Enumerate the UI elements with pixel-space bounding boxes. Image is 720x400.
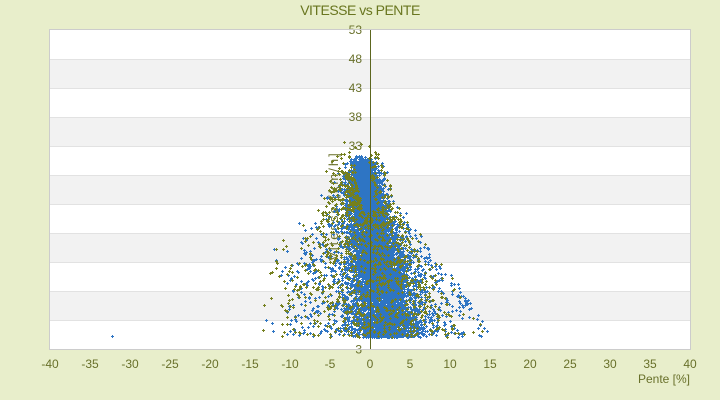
svg-text:-20: -20	[201, 357, 219, 371]
svg-text:53: 53	[349, 23, 363, 37]
svg-text:-5: -5	[325, 357, 336, 371]
svg-text:20: 20	[523, 357, 537, 371]
svg-text:40: 40	[683, 357, 697, 371]
svg-text:5: 5	[407, 357, 414, 371]
svg-text:30: 30	[603, 357, 617, 371]
svg-text:-35: -35	[81, 357, 99, 371]
svg-text:-40: -40	[41, 357, 59, 371]
svg-text:-30: -30	[121, 357, 139, 371]
svg-text:38: 38	[349, 110, 363, 124]
svg-text:Pente [%]: Pente [%]	[638, 372, 690, 386]
svg-text:-15: -15	[241, 357, 259, 371]
svg-text:43: 43	[349, 81, 363, 95]
svg-text:VITESSE vs PENTE: VITESSE vs PENTE	[300, 2, 420, 18]
svg-text:15: 15	[483, 357, 497, 371]
svg-text:-25: -25	[161, 357, 179, 371]
svg-text:0: 0	[367, 357, 374, 371]
svg-text:48: 48	[349, 52, 363, 66]
svg-text:35: 35	[643, 357, 657, 371]
svg-text:-10: -10	[281, 357, 299, 371]
svg-text:Vitesse [km/h]: Vitesse [km/h]	[326, 151, 341, 260]
svg-text:10: 10	[443, 357, 457, 371]
svg-text:25: 25	[563, 357, 577, 371]
